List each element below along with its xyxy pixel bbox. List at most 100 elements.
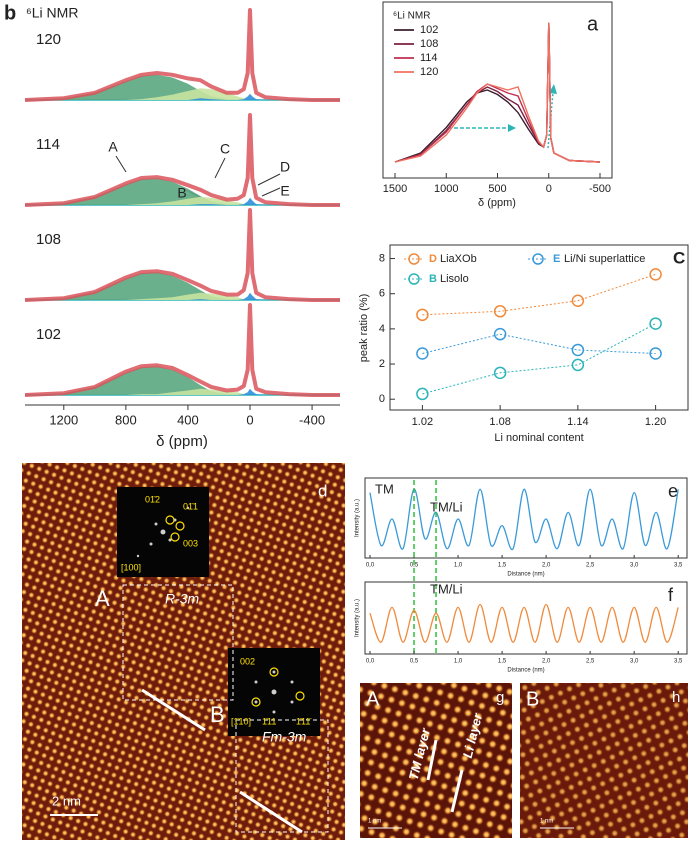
panel-label: f — [668, 585, 674, 605]
legend-label: 108 — [420, 38, 438, 50]
region-box — [122, 584, 234, 701]
peak-label: E — [280, 183, 289, 199]
spectrum-label: 102 — [36, 326, 61, 343]
fft-label: 01̄1 — [183, 501, 198, 511]
phase-label: R-3m — [165, 591, 200, 607]
annotation: TM/Li — [430, 499, 463, 514]
x-tick-label: 400 — [177, 412, 199, 427]
title: ⁶Li NMR — [26, 5, 78, 21]
peak-label: D — [280, 159, 290, 175]
phase-label: Fm-3m — [262, 729, 307, 745]
x-axis-label: δ (ppm) — [156, 433, 208, 450]
x-tick-label: 3,0 — [630, 659, 639, 665]
x-tick-label: -500 — [589, 183, 611, 195]
x-tick-label: 2,5 — [586, 659, 595, 665]
profile-line — [369, 603, 679, 643]
envelope — [24, 303, 340, 397]
legend-label: Lisolo — [440, 273, 469, 285]
component-A — [25, 272, 340, 300]
panel-label: h — [672, 689, 680, 706]
x-axis-label: Distance (nm) — [507, 668, 544, 674]
fft-label: 003 — [183, 538, 198, 548]
marker — [493, 327, 507, 341]
fft-label: 01̄2 — [145, 494, 160, 504]
profile-line — [239, 790, 303, 834]
series-line — [422, 323, 656, 395]
annotation: TM/Li — [430, 581, 463, 596]
marker — [416, 347, 429, 360]
marker — [493, 305, 507, 318]
component-A — [25, 74, 340, 100]
panel-label: a — [587, 13, 599, 35]
region-box — [235, 719, 329, 833]
marker — [649, 268, 662, 281]
x-tick-label: 1500 — [383, 183, 407, 195]
region-label: B — [526, 688, 539, 710]
x-tick-label: 1000 — [434, 183, 458, 195]
x-tick-label: 800 — [115, 412, 137, 427]
panel-label: e — [668, 481, 678, 501]
panel-label: C — [673, 248, 685, 267]
x-axis-label: Distance (nm) — [507, 572, 544, 578]
arrow-head — [508, 124, 516, 132]
marker — [416, 308, 429, 322]
x-tick-label: 1,5 — [498, 563, 507, 569]
component-C — [25, 292, 340, 300]
marker — [649, 317, 662, 330]
legend-key: B — [429, 273, 437, 285]
y-axis-label: peak ratio (%) — [358, 294, 370, 362]
series-line — [422, 333, 656, 354]
marker — [571, 343, 585, 357]
x-tick-label: 0,0 — [366, 563, 375, 569]
legend-marker — [532, 253, 544, 265]
x-tick-label: 1,0 — [454, 659, 463, 665]
component-A — [25, 178, 340, 205]
legend-key: E — [553, 253, 560, 265]
legend-marker — [408, 273, 420, 285]
envelope — [24, 113, 340, 207]
legend-title: ⁶Li NMR — [393, 11, 430, 22]
region-label: A — [95, 586, 110, 611]
arrow-head — [549, 84, 557, 94]
x-tick-label: 3,0 — [630, 563, 639, 569]
panel-label: g — [496, 689, 504, 706]
x-tick-label: 2,0 — [542, 659, 551, 665]
legend-label: LiaXOb — [440, 253, 477, 265]
x-tick-label: 3,5 — [674, 659, 683, 665]
layer-line — [426, 739, 438, 781]
envelope — [24, 208, 340, 302]
marker — [649, 347, 662, 360]
layer-line — [450, 769, 464, 813]
marker — [571, 358, 585, 372]
component-C — [25, 196, 340, 205]
fft-label: 002 — [240, 656, 255, 666]
envelope — [24, 8, 340, 102]
fft-circles — [165, 515, 185, 542]
scale-label: 1 nm — [540, 819, 553, 825]
hrtem-image — [520, 683, 688, 838]
x-tick-label: 500 — [488, 183, 506, 195]
x-tick-label: 0,0 — [366, 659, 375, 665]
x-tick-label: 1.20 — [645, 416, 666, 428]
component-C — [25, 88, 340, 100]
x-tick-label: 1,0 — [454, 563, 463, 569]
x-tick-label: 0 — [546, 183, 552, 195]
fft-label: 1̄11̄ — [296, 716, 312, 726]
y-axis-label: Intensity (a.u.) — [355, 599, 361, 637]
spectrum-label: 120 — [36, 31, 61, 48]
hrtem-image — [360, 683, 512, 838]
legend-key: D — [429, 253, 437, 265]
profile-line — [141, 688, 206, 732]
fft-circles — [251, 667, 305, 707]
x-tick-label: 0 — [246, 412, 253, 427]
x-tick-label: 0,5 — [410, 659, 419, 665]
fft-spots — [254, 670, 294, 714]
region-label: A — [366, 688, 380, 710]
x-tick-label: 1200 — [49, 412, 78, 427]
panel-label: d — [318, 481, 327, 500]
legend-label: 120 — [420, 66, 438, 78]
x-tick-label: 1.02 — [412, 416, 433, 428]
peak-label: C — [220, 141, 230, 157]
y-tick-label: 6 — [379, 288, 385, 300]
